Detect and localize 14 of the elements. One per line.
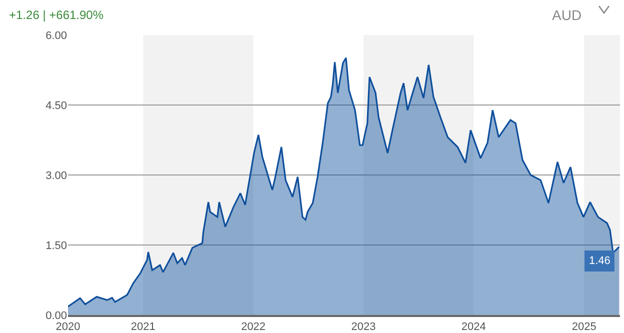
x-tick-label: 2023 <box>351 321 376 333</box>
x-tick-label: 2024 <box>461 321 486 333</box>
y-tick-label: 3.00 <box>46 170 67 182</box>
text: +1.26 | +661.90% <box>9 8 104 22</box>
x-tick-label: 2025 <box>572 321 596 333</box>
x-tick-label: 2022 <box>241 321 266 333</box>
y-tick-label: 4.50 <box>46 100 67 112</box>
y-tick-label: 6.00 <box>46 30 67 42</box>
text: AUD <box>552 7 582 23</box>
x-tick-label: 2020 <box>56 321 80 333</box>
annotation: 1.46 <box>589 255 610 267</box>
y-tick-label: 0.00 <box>46 310 67 322</box>
y-tick-label: 1.50 <box>46 240 67 252</box>
x-tick-label: 2021 <box>130 321 156 333</box>
